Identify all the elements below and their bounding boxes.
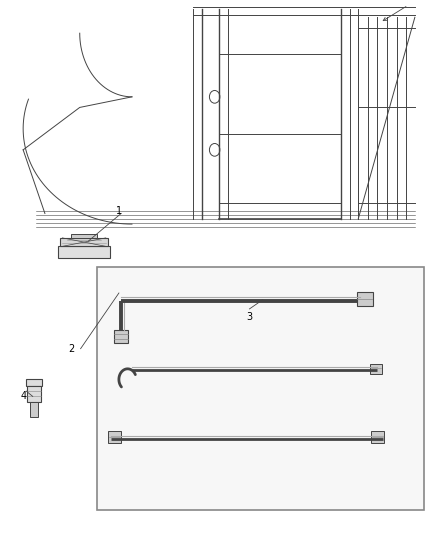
Text: 4: 4 (20, 391, 26, 401)
Bar (60, 238, 108, 246)
Bar (109, 431, 120, 443)
Bar (27, 386, 41, 402)
Bar (26, 379, 42, 386)
Text: 1: 1 (116, 206, 122, 216)
Bar (71, 234, 97, 238)
Bar (371, 431, 384, 443)
Bar (357, 293, 373, 306)
Bar (114, 329, 128, 343)
Bar (371, 364, 382, 374)
Text: 2: 2 (68, 344, 74, 354)
Bar (97, 266, 424, 511)
Bar (30, 402, 38, 417)
Bar (58, 246, 110, 258)
Text: 3: 3 (247, 312, 253, 322)
